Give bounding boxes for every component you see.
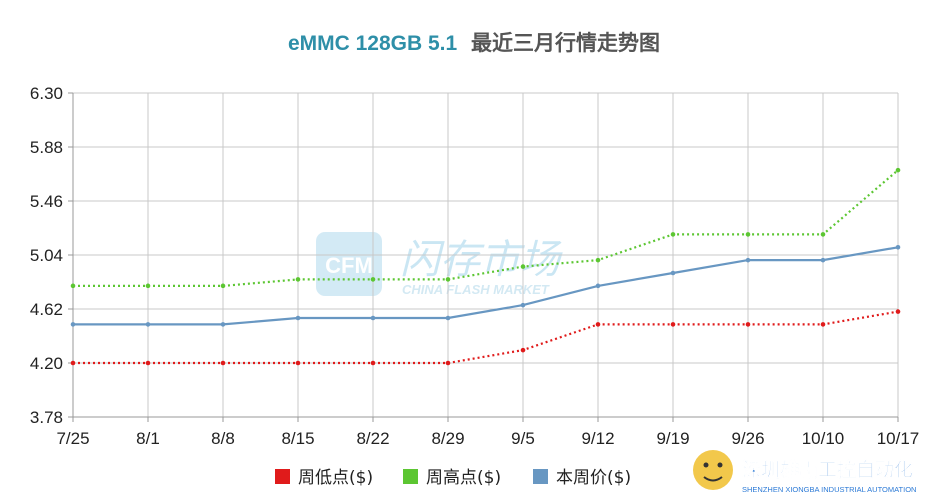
series-point (895, 309, 901, 314)
brand-name-cn: 深圳雄霸工控自动化 (742, 458, 913, 481)
watermark-logo-icon (316, 232, 382, 296)
x-tick-label: 9/5 (511, 429, 535, 448)
legend: 周低点($) 周高点($) 本周价($) (275, 468, 631, 488)
series-0 (70, 309, 901, 366)
y-tick-label: 5.46 (30, 192, 63, 211)
watermark-en: CHINA FLASH MARKET (402, 282, 550, 297)
series-point (145, 322, 151, 327)
series-point (370, 277, 376, 282)
y-tick-label: 4.62 (30, 300, 63, 319)
series-point (820, 257, 826, 263)
legend-label: 本周价($) (556, 468, 631, 488)
series-point (370, 315, 376, 321)
legend-swatch (275, 469, 290, 484)
x-tick-label: 8/1 (136, 429, 160, 448)
y-tick-label: 5.88 (30, 138, 63, 157)
chart-title-suffix: 最近三月行情走势图 (471, 31, 660, 55)
series-point (445, 360, 451, 366)
series-point (745, 232, 751, 237)
series-1 (70, 167, 901, 289)
chart-title-model: eMMC 128GB 5.1 (288, 32, 458, 55)
series-point (295, 315, 301, 321)
x-tick-label: 9/26 (731, 429, 764, 448)
watermark-cn: 闪存市场 (400, 237, 563, 283)
series-point (670, 232, 676, 237)
series-point (145, 283, 151, 289)
brand-mascot-icon (693, 450, 733, 490)
watermark-logo-text: CFM (325, 253, 373, 278)
series-point (520, 347, 526, 353)
x-tick-label: 9/19 (656, 429, 689, 448)
chart-title: eMMC 128GB 5.1 最近三月行情走势图 (288, 31, 660, 55)
legend-swatch (533, 469, 548, 484)
series-layer (70, 167, 901, 366)
series-line (73, 310, 899, 365)
x-tick-label: 10/10 (802, 429, 845, 448)
x-tick-label: 8/15 (281, 429, 314, 448)
legend-label: 周高点($) (426, 468, 501, 488)
series-point (220, 283, 226, 289)
series-point (820, 232, 826, 237)
series-point (670, 322, 676, 327)
series-point (595, 257, 601, 263)
series-point (295, 277, 301, 282)
y-axis: 3.78 4.20 4.62 5.04 5.46 5.88 6.30 (30, 84, 74, 427)
series-point (895, 167, 901, 173)
x-tick-label: 8/29 (431, 429, 464, 448)
series-point (70, 283, 76, 289)
series-point (445, 315, 451, 321)
series-point (820, 322, 826, 327)
y-tick-label: 3.78 (30, 408, 63, 427)
y-tick-label: 5.04 (30, 246, 63, 265)
chart-grid (72, 92, 899, 418)
x-tick-label: 9/12 (581, 429, 614, 448)
series-point (370, 360, 376, 366)
y-tick-label: 6.30 (30, 84, 63, 103)
legend-swatch (403, 469, 418, 484)
legend-label: 周低点($) (298, 468, 373, 488)
x-tick-label: 8/22 (356, 429, 389, 448)
series-point (520, 264, 526, 269)
brand-mascot-eye-icon (703, 462, 709, 468)
x-tick-label: 8/8 (211, 429, 235, 448)
series-2 (70, 244, 901, 327)
series-point (220, 322, 226, 327)
series-point (670, 270, 676, 276)
x-tick-label: 7/25 (56, 429, 89, 448)
watermark: CFM 闪存市场 CHINA FLASH MARKET (316, 232, 563, 297)
series-point (70, 322, 76, 327)
brand-name-en: SHENZHEN XIONGBA INDUSTRIAL AUTOMATION (742, 485, 916, 494)
series-point (145, 360, 151, 366)
series-line (73, 246, 899, 326)
series-point (595, 322, 601, 327)
series-point (745, 257, 751, 263)
series-point (895, 244, 901, 250)
series-point (745, 322, 751, 327)
series-point (70, 360, 76, 366)
x-axis: 7/25 8/1 8/8 8/15 8/22 8/29 9/5 9/12 9/19 9/26 10/… (56, 416, 920, 448)
brand-mascot-mouth-icon (703, 476, 723, 482)
series-point (220, 360, 226, 366)
series-point (445, 277, 451, 282)
series-point (520, 302, 526, 308)
brand-mascot-eye-icon (717, 462, 723, 468)
x-tick-label: 10/17 (877, 429, 920, 448)
brand-logo: 深圳雄霸工控自动化 SHENZHEN XIONGBA INDUSTRIAL AU… (693, 450, 916, 494)
y-tick-label: 4.20 (30, 354, 63, 373)
series-point (295, 360, 301, 366)
series-point (595, 283, 601, 289)
